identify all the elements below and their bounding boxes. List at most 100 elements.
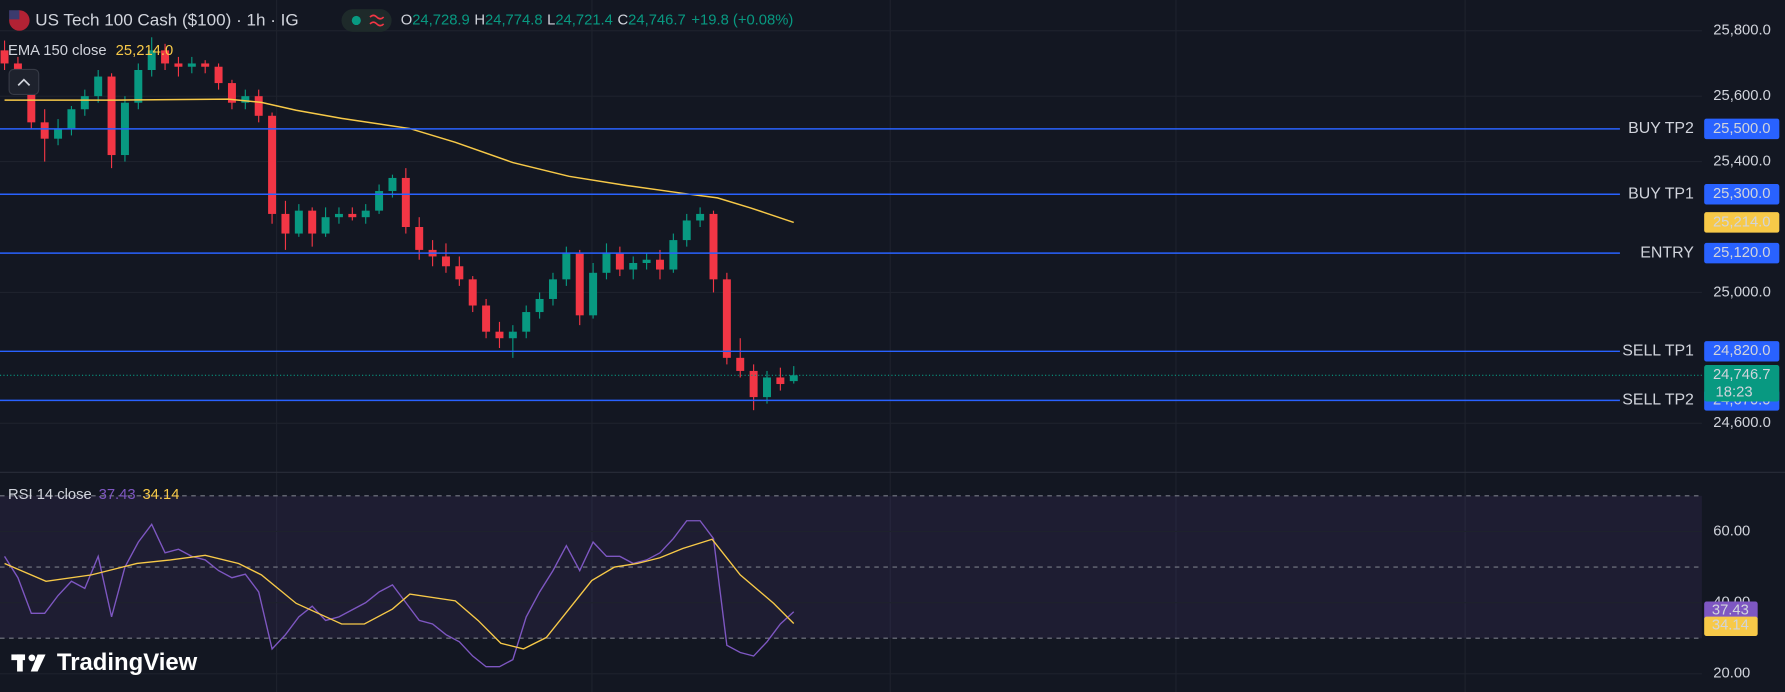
candle-body [682,220,691,241]
rsi-badge-label: 37.43 [1712,603,1749,619]
level-badge-label: 24,820.0 [1713,343,1771,359]
candle-body [789,375,798,382]
level-badge [1704,118,1780,140]
candle-body [174,63,183,67]
rsi-value: 37.43 [99,487,136,503]
symbol-header: US Tech 100 Cash ($100) · 1h · IG [35,10,298,29]
candle-body [254,96,263,116]
level-badge [1704,341,1780,362]
candle-body [54,128,63,139]
candle-body [187,63,196,67]
level-name: BUY TP1 [1628,186,1694,203]
candle-body [294,210,303,234]
ohlc-key: H [474,12,485,28]
level-name: ENTRY [1640,244,1694,261]
candle-body [495,331,504,339]
rsi-line [4,538,795,650]
ohlc-header: O24,728.9 H24,774.8 L24,721.4 C24,746.7 +19.… [401,12,794,28]
candle-body [268,115,277,214]
candle-body [749,370,758,398]
countdown: 18:23 [1716,384,1753,400]
candle-body [40,122,49,139]
logo-icon [11,654,46,672]
chevron-icon [17,78,31,86]
level-badge-label: 25,120.0 [1713,245,1771,261]
candle-body [629,262,638,270]
candle-body [415,227,424,250]
candle-body [134,69,143,103]
candle-body [522,312,531,332]
level-name: SELL TP1 [1622,343,1694,360]
flag-canton [9,10,20,20]
logo-part [30,654,46,672]
y-tick-label: 25,400.0 [1713,153,1771,169]
candle-body [201,63,210,67]
level-badge [1704,184,1780,205]
ema-name: EMA 150 close [8,43,107,59]
candle-body [401,177,410,228]
last-price-badge [1704,365,1780,402]
candle-body [642,259,651,263]
symbol-name: US Tech 100 Cash ($100) · 1h · IG [35,10,298,29]
candle-body [321,217,330,234]
ema-badge-label: 25,214.0 [1713,214,1771,230]
y-tick-label: 25,000.0 [1713,284,1771,300]
candle-body [80,96,89,110]
candle-body [508,331,517,339]
candle-body [361,210,370,218]
candle-body [722,279,731,358]
status-pill[interactable] [341,9,392,32]
level-name: SELL TP2 [1622,392,1694,409]
logo-part [17,654,23,672]
candle-body [334,213,343,218]
rsi-line [3,520,795,668]
ohlc-key: L [547,12,555,28]
y-tick-label: 25,600.0 [1713,88,1771,104]
collapse-button[interactable] [8,68,40,96]
ema-value: 25,214.0 [116,43,174,59]
candle-body [281,213,290,234]
candle-body [575,253,584,316]
ema-line [4,98,794,224]
candle-body [562,253,571,280]
ema-legend: EMA 150 close 25,214.0 [8,43,173,59]
last-price-label: 24,746.7 [1713,367,1771,383]
candle-body [535,298,544,313]
candle-body [94,76,103,97]
candle-body [468,279,477,306]
candle-body [709,213,718,280]
level-badge-label: 25,300.0 [1713,186,1771,202]
candle-body [388,177,397,192]
candle-body [348,213,357,218]
change: +19.8 (+0.08%) [691,12,793,28]
candle-body [241,96,250,103]
candle-body [548,279,557,299]
candle-body [161,50,170,64]
candle-body [147,50,156,70]
candle-body [763,377,771,398]
level-badge [1704,242,1780,264]
ohlc-value: 24,774.8 [485,12,543,28]
rsi-badge-label: 34.14 [1712,618,1749,634]
market-open-dot [351,15,361,26]
y-tick-label: 24,600.0 [1713,415,1771,431]
candle-body [27,83,36,123]
y-tick-label: 25,800.0 [1713,23,1771,39]
rsi-legend: RSI 14 close 37.43 34.14 [8,487,179,503]
level-name: BUY TP2 [1628,120,1694,137]
candle-body [375,191,384,211]
candle-body [696,213,705,221]
candle-body [615,253,624,270]
candle-body [482,305,491,332]
rsi-value: 34.14 [142,487,179,503]
rsi-badge [1704,601,1758,621]
rsi-name: RSI 14 close [8,487,92,503]
logo-part [28,654,36,662]
plot [0,30,1702,675]
candle-body [455,266,464,280]
rsi-badge [1704,616,1758,637]
candle-body [214,66,223,84]
